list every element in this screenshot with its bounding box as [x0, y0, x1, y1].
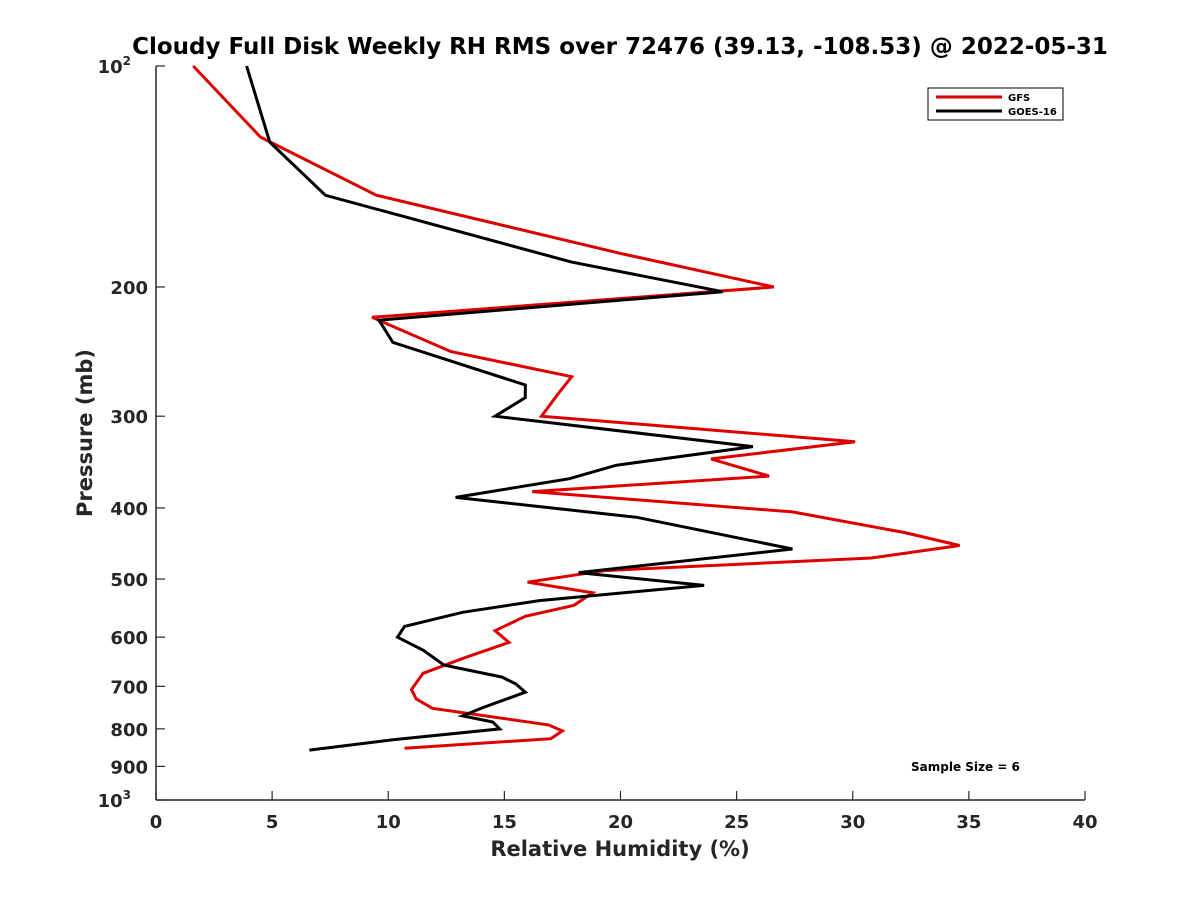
y-tick-label-exponent: 2	[123, 54, 131, 68]
x-axis-label: Relative Humidity (%)	[490, 837, 749, 861]
plot-area: 0 5 10 15 20 25 30 35 40 10220030040050060070080…	[98, 54, 1098, 833]
y-tick-label-base: 200	[110, 278, 148, 299]
y-tick-label-base: 700	[110, 677, 148, 698]
y-tick-label: 200	[110, 278, 148, 299]
x-tick-label: 5	[266, 812, 279, 833]
legend-box	[927, 87, 1064, 121]
y-tick-label: 400	[110, 499, 148, 520]
y-tick-label-base: 10	[98, 57, 123, 78]
y-tick-label: 700	[110, 677, 148, 698]
y-tick-label-exponent: 3	[123, 788, 131, 802]
y-tick-label-base: 300	[110, 407, 148, 428]
y-axis-label: Pressure (mb)	[73, 349, 97, 517]
legend-label: GOES-16	[1008, 107, 1057, 118]
x-axis-ticks: 0 5 10 15 20 25 30 35 40	[150, 791, 1098, 833]
x-tick-label: 35	[956, 812, 981, 833]
x-tick-label: 15	[492, 812, 517, 833]
y-tick-label: 102	[98, 54, 131, 78]
x-tick-label: 10	[376, 812, 401, 833]
legend-label: GFS	[1008, 93, 1030, 104]
x-tick-label: 25	[724, 812, 749, 833]
y-tick-label: 800	[110, 720, 148, 741]
series-line-gfs	[192, 64, 960, 750]
y-tick-label-base: 600	[110, 628, 148, 649]
sample-size-annotation: Sample Size = 6	[911, 760, 1020, 774]
y-tick-label-base: 800	[110, 720, 148, 741]
y-tick-label-base: 10	[98, 791, 123, 812]
x-tick-label: 20	[608, 812, 633, 833]
x-tick-label: 30	[840, 812, 865, 833]
y-tick-label-base: 400	[110, 499, 148, 520]
y-tick-label: 600	[110, 628, 148, 649]
x-tick-label: 40	[1072, 812, 1097, 833]
x-tick-label: 0	[150, 812, 163, 833]
y-tick-label: 900	[110, 757, 148, 778]
y-tick-label-base: 900	[110, 757, 148, 778]
chart-title: Cloudy Full Disk Weekly RH RMS over 7247…	[132, 34, 1108, 60]
y-tick-label: 500	[110, 570, 148, 591]
y-tick-label-base: 500	[110, 570, 148, 591]
legend: GFS GOES-16	[927, 87, 1064, 121]
y-tick-label: 300	[110, 407, 148, 428]
y-tick-label: 103	[98, 788, 131, 812]
series-line-goes-16	[245, 65, 793, 752]
series-lines	[192, 64, 960, 752]
